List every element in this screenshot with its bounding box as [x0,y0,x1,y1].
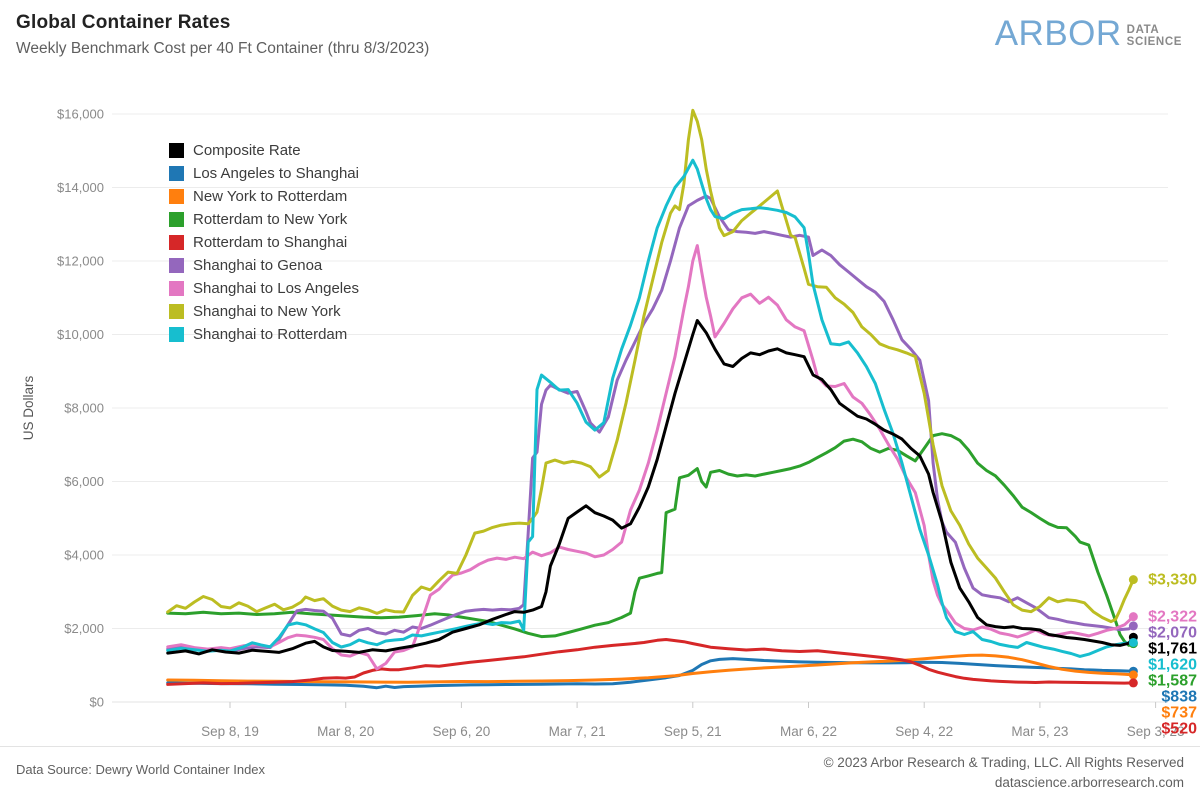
x-tick-label: Mar 7, 21 [549,724,606,739]
legend-swatch-shanghai-to-rotterdam [169,327,184,342]
end-dot-shanghai-to-rotterdam[interactable] [1128,637,1138,647]
logo-sub-line2: SCIENCE [1126,36,1182,48]
legend-swatch-new-york-to-rotterdam [169,189,184,204]
legend-swatch-shanghai-to-new-york [169,304,184,319]
page-title: Global Container Rates [16,12,231,33]
legend-label: New York to Rotterdam [193,188,348,205]
x-tick-label: Mar 8, 20 [317,724,374,739]
legend-item-los-angeles-to-shanghai[interactable]: Los Angeles to Shanghai [169,162,359,185]
legend-item-new-york-to-rotterdam[interactable]: New York to Rotterdam [169,185,359,208]
legend-swatch-shanghai-to-los-angeles [169,281,184,296]
x-tick-label: Sep 6, 20 [433,724,491,739]
end-label-shanghai-to-los-angeles: $2,322 [1148,609,1197,626]
legend-label: Composite Rate [193,142,301,159]
x-tick-label: Sep 3, 23 [1127,724,1185,739]
y-axis-title: US Dollars [21,375,36,440]
chart-header: Global Container Rates Weekly Benchmark … [16,12,429,58]
y-tick-label: $16,000 [57,107,104,122]
x-tick-label: Mar 5, 23 [1011,724,1068,739]
y-tick-label: $0 [90,695,104,710]
legend-swatch-los-angeles-to-shanghai [169,166,184,181]
x-tick-label: Sep 5, 21 [664,724,722,739]
website-link[interactable]: datascience.arborresearch.com [994,775,1184,790]
series-line-rotterdam-to-new-york[interactable] [166,432,1135,647]
legend-label: Rotterdam to New York [193,211,348,228]
series-line-shanghai-to-los-angeles[interactable] [166,244,1135,671]
series-line-shanghai-to-new-york[interactable] [166,108,1135,624]
legend-item-shanghai-to-rotterdam[interactable]: Shanghai to Rotterdam [169,323,359,346]
y-tick-label: $2,000 [64,621,104,636]
legend-item-composite-rate[interactable]: Composite Rate [169,139,359,162]
series-line-shanghai-to-genoa[interactable] [166,194,1135,653]
end-label-shanghai-to-genoa: $2,070 [1148,625,1197,642]
legend-item-shanghai-to-new-york[interactable]: Shanghai to New York [169,300,359,323]
y-tick-label: $4,000 [64,548,104,563]
series-line-shanghai-to-rotterdam[interactable] [166,158,1135,658]
end-label-new-york-to-rotterdam: $737 [1161,705,1197,722]
rates-chart-svg: $0 $2,000 $4,000 $6,000 $8,000 $10,000 $12,000… [21,107,1197,740]
end-dot-new-york-to-rotterdam[interactable] [1128,670,1138,680]
legend-label: Shanghai to Rotterdam [193,326,348,343]
copyright-text: © 2023 Arbor Research & Trading, LLC. Al… [823,755,1184,770]
series-line-los-angeles-to-shanghai[interactable] [166,657,1135,690]
end-label-rotterdam-to-new-york: $1,587 [1148,673,1197,690]
logo-brand-text: ARBOR [994,14,1122,53]
x-tick-label: Sep 4, 22 [895,724,953,739]
end-dot-shanghai-to-los-angeles[interactable] [1128,612,1138,622]
x-tick-label: Mar 6, 22 [780,724,837,739]
end-label-shanghai-to-new-york: $3,330 [1148,572,1197,589]
legend-item-rotterdam-to-new-york[interactable]: Rotterdam to New York [169,208,359,231]
legend-label: Shanghai to New York [193,303,341,320]
data-source-text: Data Source: Dewry World Container Index [16,762,266,777]
end-dot-shanghai-to-genoa[interactable] [1128,621,1138,631]
end-label-los-angeles-to-shanghai: $838 [1161,689,1197,706]
series-line-new-york-to-rotterdam[interactable] [166,653,1135,684]
footer: Data Source: Dewry World Container Index… [0,746,1200,800]
end-dot-shanghai-to-new-york[interactable] [1128,575,1138,585]
series-line-rotterdam-to-shanghai[interactable] [166,638,1135,686]
legend-item-shanghai-to-los-angeles[interactable]: Shanghai to Los Angeles [169,277,359,300]
legend-swatch-composite-rate [169,143,184,158]
footer-right-block: © 2023 Arbor Research & Trading, LLC. Al… [824,753,1184,793]
logo-subtext: DATA SCIENCE [1127,24,1182,48]
y-tick-label: $12,000 [57,254,104,269]
logo-sub-line1: DATA [1126,24,1160,36]
page-subtitle: Weekly Benchmark Cost per 40 Ft Containe… [16,40,430,57]
end-label-composite-rate: $1,761 [1148,641,1197,658]
end-dot-rotterdam-to-shanghai[interactable] [1128,678,1138,688]
legend-label: Rotterdam to Shanghai [193,234,348,251]
legend-swatch-rotterdam-to-shanghai [169,235,184,250]
legend-label: Los Angeles to Shanghai [193,165,359,182]
x-tick-label: Sep 8, 19 [201,724,259,739]
legend-item-rotterdam-to-shanghai[interactable]: Rotterdam to Shanghai [169,231,359,254]
end-label-rotterdam-to-shanghai: $520 [1161,721,1197,738]
series-line-composite-rate[interactable] [166,319,1135,656]
rates-chart: $0 $2,000 $4,000 $6,000 $8,000 $10,000 $12,000… [0,85,1200,745]
legend-item-shanghai-to-genoa[interactable]: Shanghai to Genoa [169,254,359,277]
y-tick-label: $14,000 [57,180,104,195]
chart-legend: Composite Rate Los Angeles to Shanghai New… [169,139,359,346]
arbor-logo: ARBOR DATA SCIENCE [995,16,1182,52]
legend-label: Shanghai to Los Angeles [193,280,359,297]
legend-swatch-shanghai-to-genoa [169,258,184,273]
legend-swatch-rotterdam-to-new-york [169,212,184,227]
y-tick-label: $8,000 [64,401,104,416]
legend-label: Shanghai to Genoa [193,257,323,274]
y-tick-label: $10,000 [57,327,104,342]
y-tick-label: $6,000 [64,474,104,489]
end-label-shanghai-to-rotterdam: $1,620 [1148,657,1197,674]
